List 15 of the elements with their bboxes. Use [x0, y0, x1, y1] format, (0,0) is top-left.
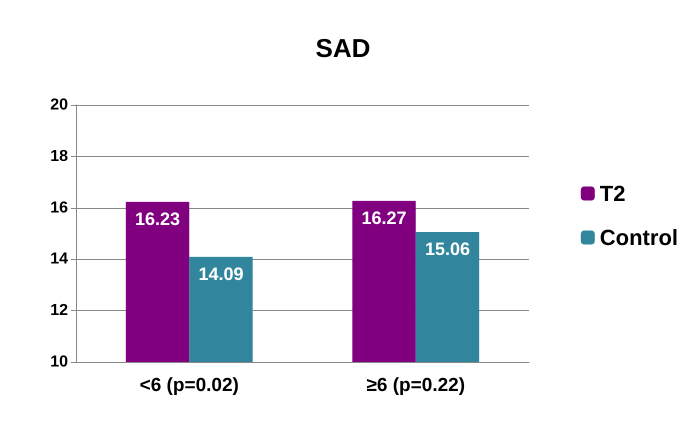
- y-tick-label: 18: [50, 148, 68, 165]
- x-tick-label: <6 (p=0.02): [140, 375, 239, 396]
- data-label: 16.23: [135, 208, 180, 229]
- data-label: 15.06: [424, 238, 470, 259]
- y-tick-label: 10: [50, 354, 68, 370]
- legend-label: T2: [600, 181, 626, 206]
- y-tick-label: 14: [50, 250, 68, 268]
- chart-title: SAD: [316, 33, 370, 63]
- x-tick-label: ≥6 (p=0.22): [366, 375, 466, 396]
- legend-label: Control: [600, 225, 678, 250]
- data-label: 14.09: [198, 264, 244, 284]
- y-tick-label: 20: [50, 96, 68, 114]
- data-label: 16.27: [362, 208, 407, 228]
- y-tick-label: 16: [50, 199, 68, 216]
- y-tick-label: 12: [50, 302, 68, 320]
